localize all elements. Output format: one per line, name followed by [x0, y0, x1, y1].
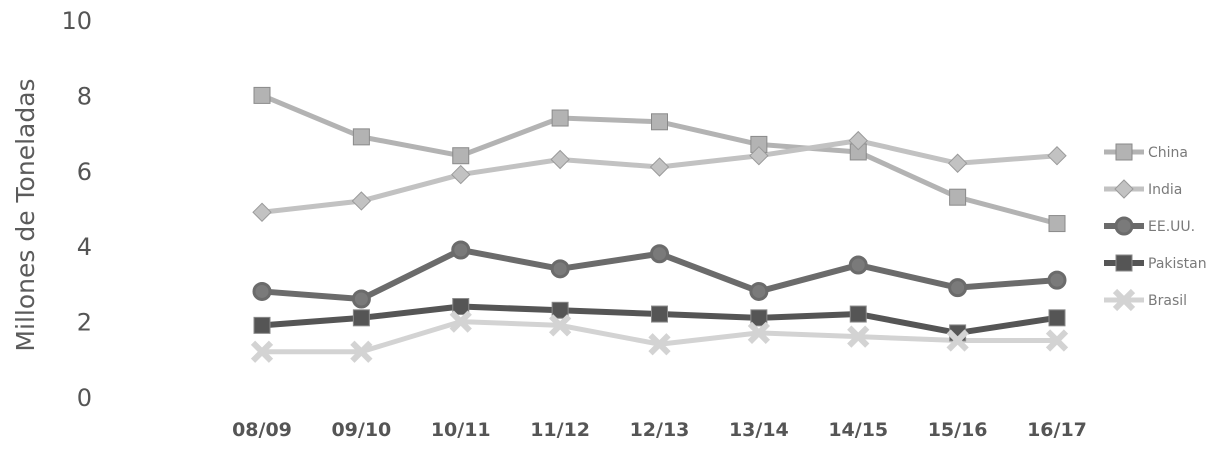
y-axis-title-text: Millones de Toneladas: [11, 78, 40, 351]
x-tick-label: 09/10: [331, 419, 391, 441]
data-point-pakistan: [452, 298, 470, 316]
legend-swatch-marker: [1112, 288, 1136, 312]
data-point-india: [550, 149, 570, 170]
x-tick-label: 16/17: [1027, 419, 1087, 441]
data-point-brasil: [747, 321, 770, 345]
data-point-brasil: [350, 340, 373, 363]
legend-label: India: [1148, 182, 1182, 198]
data-point-india: [351, 191, 372, 211]
data-point-pakistan: [849, 305, 867, 323]
legend-item-china: China: [1104, 143, 1188, 161]
data-point-pakistan: [750, 309, 768, 327]
data-point-pakistan: [352, 309, 370, 327]
data-point-brasil: [449, 310, 472, 333]
x-tick-label: 12/13: [630, 419, 690, 441]
data-point-brasil: [250, 340, 274, 363]
data-point-ee-uu: [650, 244, 669, 264]
data-point-india: [649, 157, 670, 177]
data-point-china: [352, 128, 370, 146]
data-point-pakistan: [1048, 309, 1066, 327]
legend-swatch-marker: [1114, 216, 1134, 236]
data-point-brasil: [1045, 329, 1069, 352]
data-point-ee-uu: [848, 255, 868, 275]
x-axis-ticks: 08/09 09/10 10/11 11/12 12/13 13/14 14/15 15/16…: [232, 419, 1087, 441]
series-markers: [250, 86, 1069, 363]
data-point-pakistan: [651, 305, 668, 323]
legend-label: EE.UU.: [1148, 219, 1195, 235]
data-point-brasil: [549, 314, 572, 337]
data-point-china: [551, 109, 569, 127]
legend-item-brasil: Brasil: [1104, 288, 1187, 312]
data-point-pakistan: [253, 316, 271, 334]
y-axis-ticks: 0 2 4 6 8 10: [61, 7, 92, 412]
x-tick-label: 10/11: [431, 419, 491, 441]
y-axis-title: Millones de Toneladas: [11, 78, 40, 351]
data-point-brasil: [847, 325, 870, 348]
legend-label: Brasil: [1148, 293, 1187, 309]
data-point-china: [253, 86, 271, 104]
data-point-india: [252, 202, 272, 222]
data-point-ee-uu: [351, 289, 371, 309]
data-point-ee-uu: [1047, 270, 1067, 290]
legend-label: China: [1148, 145, 1188, 161]
data-point-ee-uu: [252, 281, 272, 301]
data-point-china: [949, 188, 967, 206]
y-tick-label: 10: [61, 7, 92, 35]
data-point-india: [749, 146, 769, 166]
y-tick-label: 0: [77, 384, 92, 412]
data-point-india: [451, 164, 471, 185]
data-point-china: [452, 147, 470, 165]
data-point-ee-uu: [451, 240, 471, 260]
data-point-india: [1047, 146, 1067, 166]
legend-swatch-marker: [1115, 254, 1133, 272]
y-tick-label: 6: [77, 158, 92, 186]
data-point-china: [651, 113, 668, 131]
data-point-ee-uu: [948, 278, 968, 298]
x-tick-label: 08/09: [232, 419, 292, 441]
data-point-ee-uu: [749, 281, 769, 301]
legend-label: Pakistan: [1148, 256, 1207, 272]
legend-item-india: India: [1104, 179, 1182, 199]
data-point-brasil: [946, 329, 969, 352]
legend-item-ee-uu: EE.UU.: [1104, 216, 1195, 236]
data-point-india: [947, 153, 968, 173]
x-tick-label: 13/14: [729, 419, 789, 441]
x-tick-label: 14/15: [828, 419, 888, 441]
data-point-pakistan: [551, 301, 569, 319]
data-point-india: [848, 130, 868, 151]
data-point-brasil: [648, 333, 671, 356]
x-tick-label: 15/16: [928, 419, 988, 441]
legend-item-pakistan: Pakistan: [1104, 254, 1207, 272]
data-point-ee-uu: [550, 259, 570, 279]
legend: China India EE.UU. Pakistan Brasil: [1104, 143, 1207, 312]
x-tick-label: 11/12: [530, 419, 590, 441]
legend-swatch-marker: [1114, 179, 1134, 199]
y-tick-label: 4: [77, 233, 92, 261]
legend-swatch-marker: [1115, 143, 1133, 161]
y-tick-label: 2: [77, 309, 92, 337]
data-point-china: [1048, 215, 1066, 233]
y-tick-label: 8: [77, 82, 92, 110]
